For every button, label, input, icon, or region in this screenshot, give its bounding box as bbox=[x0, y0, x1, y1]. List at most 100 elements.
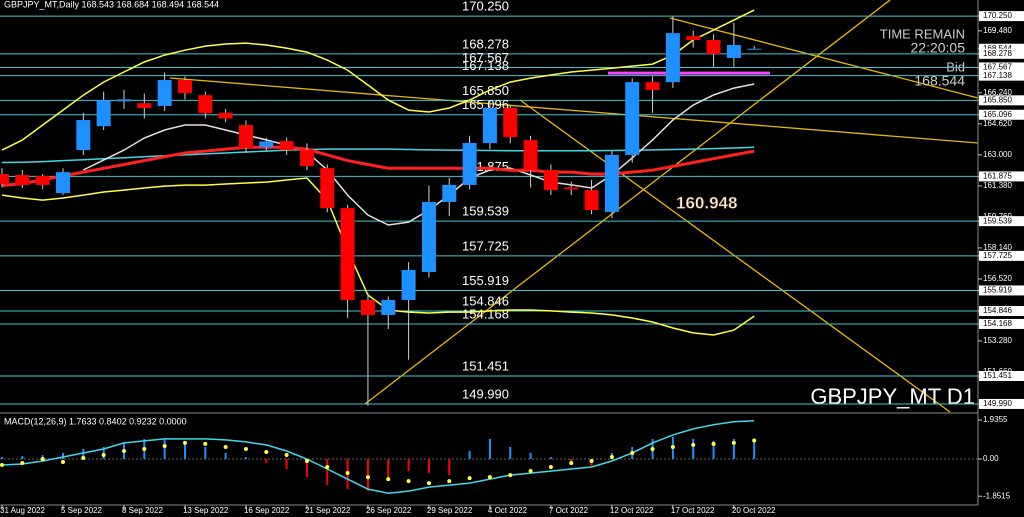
x-tick-label: 8 Sep 2022 bbox=[122, 506, 163, 515]
candle-body bbox=[482, 107, 497, 144]
candle-body bbox=[15, 174, 30, 185]
macd-dot bbox=[589, 459, 594, 464]
candle-body bbox=[137, 103, 152, 108]
candle-body bbox=[198, 95, 213, 114]
candle-body bbox=[157, 80, 172, 107]
level-label: 159.539 bbox=[462, 204, 509, 219]
candle-body bbox=[0, 174, 9, 184]
macd-title: MACD(12,26,9) 1.7633 0.8402 0.9232 0.000… bbox=[4, 416, 187, 426]
candle-body bbox=[177, 80, 192, 94]
level-label: 149.990 bbox=[462, 386, 509, 401]
level-label: 165.096 bbox=[462, 97, 509, 112]
macd-dot bbox=[40, 456, 45, 461]
y-tick-box bbox=[979, 318, 1024, 329]
y-tick-label: 168.278 bbox=[983, 49, 1012, 58]
y-tick-box bbox=[979, 285, 1024, 296]
candle-body bbox=[259, 141, 274, 148]
x-tick-label: 17 Oct 2022 bbox=[671, 506, 715, 515]
macd-dot bbox=[121, 448, 126, 453]
y-tick-box bbox=[979, 305, 1024, 316]
x-tick-label: 31 Aug 2022 bbox=[0, 506, 45, 515]
x-tick-label: 26 Sep 2022 bbox=[366, 506, 412, 515]
y-tick-box bbox=[979, 70, 1024, 81]
candle-body bbox=[299, 150, 314, 166]
candle-body bbox=[645, 82, 660, 90]
y-tick-label: 165.850 bbox=[983, 95, 1012, 104]
x-tick-label: 29 Sep 2022 bbox=[427, 506, 473, 515]
candle-body bbox=[340, 208, 355, 301]
macd-dot bbox=[162, 443, 167, 448]
macd-dot bbox=[345, 471, 350, 476]
macd-y-tick-label: -1.8515 bbox=[983, 491, 1011, 500]
level-label: 157.725 bbox=[462, 238, 509, 253]
macd-y-tick-label: 1.9355 bbox=[983, 415, 1008, 424]
x-tick-label: 4 Oct 2022 bbox=[488, 506, 528, 515]
y-tick-label: 153.280 bbox=[983, 336, 1012, 345]
candle-body bbox=[381, 300, 396, 315]
candle-body bbox=[279, 141, 294, 151]
bid-value: 168.544 bbox=[914, 73, 965, 89]
bid-label: Bid bbox=[946, 59, 965, 74]
candle-body bbox=[401, 269, 416, 301]
candle-body bbox=[665, 33, 680, 83]
macd-dot bbox=[447, 479, 452, 484]
macd-dot bbox=[386, 477, 391, 482]
x-tick-label: 12 Oct 2022 bbox=[610, 506, 654, 515]
level-label: 155.919 bbox=[462, 273, 509, 288]
macd-dot bbox=[691, 442, 696, 447]
y-tick-box bbox=[979, 62, 1024, 73]
candle-body bbox=[706, 40, 721, 54]
candle-body bbox=[523, 140, 538, 171]
indicator-line bbox=[82, 83, 755, 226]
macd-signal-line bbox=[1, 420, 755, 494]
candle-body bbox=[564, 187, 579, 190]
x-tick-label: 20 Oct 2022 bbox=[732, 506, 776, 515]
level-label: 168.278 bbox=[462, 36, 509, 51]
macd-dot bbox=[508, 473, 513, 478]
macd-dot bbox=[243, 446, 248, 451]
trend-line bbox=[669, 17, 979, 99]
y-tick-label: 151.451 bbox=[983, 371, 1012, 380]
y-tick-label: 168.544 bbox=[983, 44, 1012, 53]
y-tick-label: 161.875 bbox=[983, 172, 1012, 181]
candle-body bbox=[442, 184, 457, 202]
macd-dot bbox=[650, 446, 655, 451]
y-tick-label: 157.725 bbox=[983, 251, 1012, 260]
macd-dot bbox=[569, 461, 574, 466]
y-tick-label: 158.140 bbox=[983, 243, 1012, 252]
indicator-line bbox=[1, 177, 755, 336]
candle-body bbox=[421, 201, 436, 273]
x-tick-label: 13 Sep 2022 bbox=[183, 506, 229, 515]
macd-dot bbox=[406, 479, 411, 484]
x-tick-label: 5 Sep 2022 bbox=[61, 506, 102, 515]
macd-dot bbox=[142, 446, 147, 451]
level-label: 154.168 bbox=[462, 306, 509, 321]
macd-dot bbox=[548, 465, 553, 470]
marker-value: 160.948 bbox=[676, 194, 737, 213]
macd-dot bbox=[365, 475, 370, 480]
candle-body bbox=[35, 175, 50, 185]
macd-dot bbox=[670, 444, 675, 449]
macd-dot bbox=[467, 476, 472, 481]
macd-y-tick-label: 0.00 bbox=[983, 454, 999, 463]
y-tick-box bbox=[979, 109, 1024, 120]
macd-dot bbox=[182, 440, 187, 445]
macd-dot bbox=[81, 455, 86, 460]
chart-title: GBPJPY_MT,Daily 168.543 168.684 168.494 … bbox=[4, 0, 219, 9]
y-tick-label: 163.000 bbox=[983, 150, 1012, 159]
y-tick-box bbox=[979, 398, 1024, 409]
candle-body bbox=[604, 154, 619, 212]
candle-body bbox=[625, 82, 640, 155]
macd-dot bbox=[487, 475, 492, 480]
candle-body bbox=[96, 100, 111, 127]
y-tick-label: 167.567 bbox=[983, 63, 1012, 72]
y-tick-label: 161.380 bbox=[983, 181, 1012, 190]
macd-dot bbox=[20, 461, 25, 466]
y-tick-label: 155.919 bbox=[983, 286, 1012, 295]
time-remain-label: TIME REMAIN bbox=[880, 26, 965, 41]
candle-body bbox=[747, 48, 762, 50]
x-tick-label: 21 Sep 2022 bbox=[305, 506, 351, 515]
candle-body bbox=[543, 170, 558, 191]
